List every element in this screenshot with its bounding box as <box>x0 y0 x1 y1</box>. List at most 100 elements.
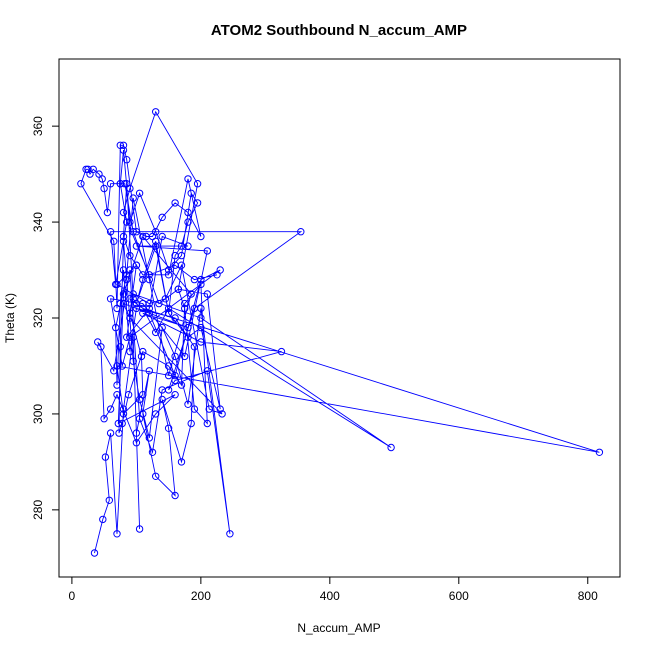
data-point <box>158 213 166 222</box>
data-point <box>106 228 115 236</box>
data-point <box>115 429 123 437</box>
data-point <box>187 419 195 428</box>
data-point <box>171 491 179 500</box>
data-point <box>113 391 121 399</box>
data-point <box>126 184 134 193</box>
data-point <box>116 141 125 150</box>
y-tick-label: 360 <box>31 116 45 136</box>
data-point <box>90 549 99 557</box>
data-point <box>203 419 212 428</box>
data-point <box>145 367 154 375</box>
data-point <box>99 515 107 524</box>
data-point <box>119 232 128 241</box>
data-point <box>118 362 126 370</box>
data-point <box>190 405 199 413</box>
data-point <box>123 218 131 226</box>
data-point <box>106 295 115 303</box>
data-point <box>187 290 195 298</box>
data-point <box>164 309 173 317</box>
data-point <box>84 165 92 174</box>
data-point <box>152 108 160 116</box>
data-point <box>155 299 163 308</box>
data-point <box>174 285 183 293</box>
data-point <box>126 309 134 317</box>
data-point <box>213 271 221 279</box>
data-point <box>118 419 126 428</box>
data-point <box>139 275 147 284</box>
y-tick-label: 300 <box>31 404 45 424</box>
series-line <box>80 110 600 554</box>
data-point <box>197 280 205 289</box>
data-point <box>387 443 395 452</box>
x-tick-label: 0 <box>69 589 76 603</box>
data-point <box>114 419 123 428</box>
data-point <box>171 371 179 380</box>
data-point <box>158 232 166 241</box>
data-point <box>190 304 199 313</box>
data-point <box>181 299 189 308</box>
data-point <box>148 448 157 456</box>
data-point <box>106 429 115 437</box>
data-point <box>129 194 137 202</box>
data-point <box>184 175 192 183</box>
data-point <box>129 357 137 365</box>
data-point <box>181 352 189 361</box>
data-point <box>126 266 134 274</box>
data-point <box>197 314 205 322</box>
y-tick-label: 280 <box>31 500 45 520</box>
data-point <box>132 429 141 437</box>
data-point <box>94 338 102 346</box>
data-point <box>171 391 179 399</box>
data-point <box>218 410 226 418</box>
data-point <box>139 304 147 313</box>
data-point <box>164 424 173 432</box>
chart-title: ATOM2 Southbound N_accum_AMP <box>211 22 467 39</box>
data-point <box>184 400 192 408</box>
data-point <box>89 165 97 174</box>
data-point <box>164 362 173 370</box>
data-point <box>129 228 137 236</box>
data-point <box>164 271 173 279</box>
data-point <box>116 343 125 351</box>
x-tick-label: 800 <box>578 589 598 603</box>
data-point <box>110 237 118 246</box>
data-point <box>171 261 179 269</box>
data-point <box>129 295 137 303</box>
data-point <box>595 448 604 456</box>
data-point <box>119 208 128 217</box>
data-point <box>126 218 134 226</box>
data-point <box>112 323 120 332</box>
data-point <box>158 395 166 404</box>
x-tick-label: 200 <box>191 589 211 603</box>
x-axis-label: N_accum_AMP <box>297 621 380 635</box>
data-point <box>203 247 212 255</box>
data-point <box>119 405 128 413</box>
data-point <box>142 232 150 241</box>
data-point <box>297 228 305 236</box>
data-point <box>116 180 125 188</box>
y-axis-label: Theta (K) <box>3 293 17 343</box>
data-point <box>119 299 128 308</box>
data-point <box>164 386 173 394</box>
data-point <box>177 458 186 466</box>
data-point <box>123 333 131 341</box>
data-point <box>184 218 192 226</box>
data-point <box>113 304 121 313</box>
data-point <box>126 314 134 322</box>
data-point <box>119 141 128 150</box>
y-tick-label: 320 <box>31 308 45 328</box>
data-point <box>152 410 160 418</box>
data-point <box>190 343 199 351</box>
data-point <box>112 280 120 289</box>
data-point <box>205 405 213 413</box>
data-point <box>197 232 205 241</box>
data-point <box>164 304 173 313</box>
data-point <box>135 525 144 533</box>
data-point <box>158 323 166 332</box>
data-point <box>145 434 154 442</box>
data-point <box>113 362 121 370</box>
data-point <box>177 381 186 389</box>
data-point <box>193 199 202 207</box>
y-tick-label: 340 <box>31 212 45 232</box>
